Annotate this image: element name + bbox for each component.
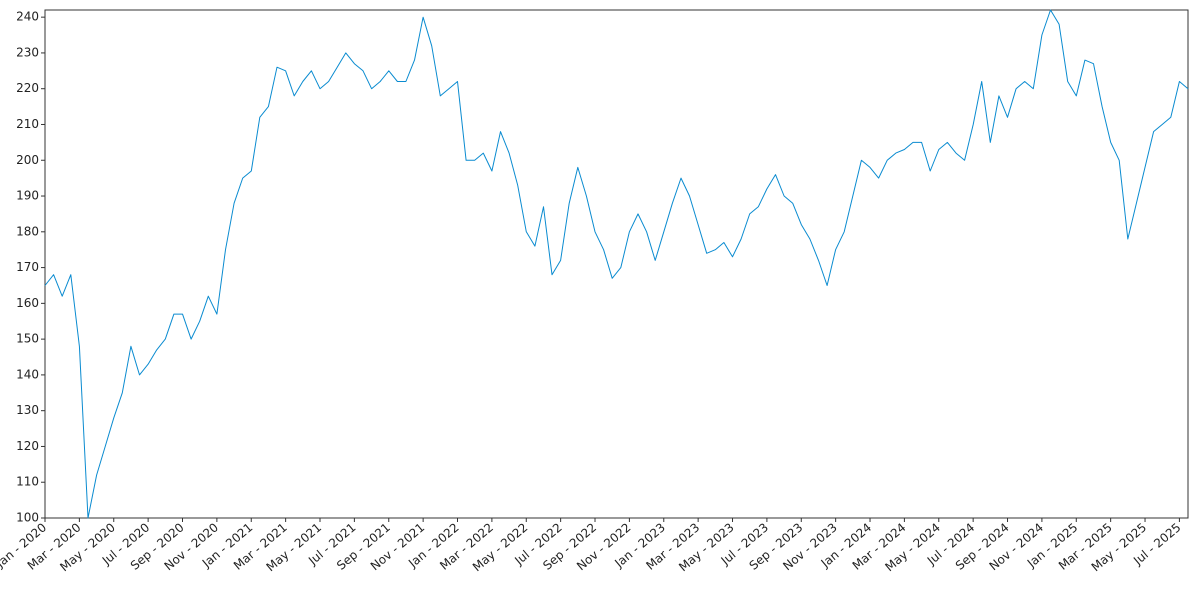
plot-frame [44, 9, 1189, 519]
y-tick-label: 240 [16, 10, 39, 24]
y-tick-label: 220 [16, 81, 39, 95]
y-tick-label: 160 [16, 296, 39, 310]
y-tick-label: 230 [16, 45, 39, 59]
y-tick-label: 150 [16, 332, 39, 346]
y-tick-label: 110 [16, 475, 39, 489]
y-tick-label: 210 [16, 117, 39, 131]
y-tick-label: 140 [16, 367, 39, 381]
price-line [44, 9, 1189, 519]
y-tick-label: 120 [16, 439, 39, 453]
y-tick-label: 200 [16, 153, 39, 167]
y-tick-label: 190 [16, 189, 39, 203]
y-tick-label: 100 [16, 511, 39, 525]
y-tick-label: 170 [16, 260, 39, 274]
y-tick-label: 130 [16, 403, 39, 417]
y-tick-label: 180 [16, 224, 39, 238]
